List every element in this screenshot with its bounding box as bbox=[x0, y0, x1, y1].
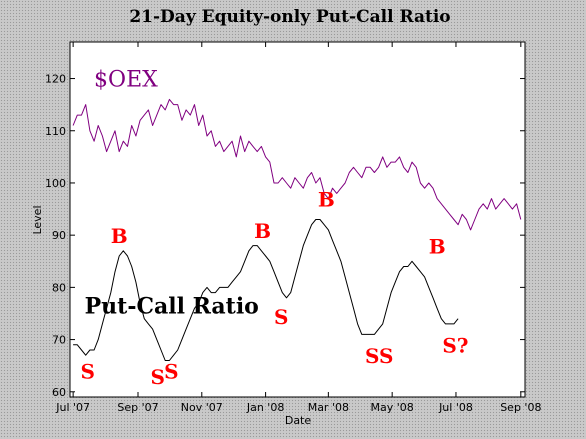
series-name-label: $OEX bbox=[94, 67, 158, 92]
axes-group: 60 70 80 90 100 110 120 Jul '07 Sep '07 Nov '07 Ja… bbox=[45, 42, 541, 414]
x-tick-label: Mar '08 bbox=[308, 401, 349, 414]
chart-title: 21-Day Equity-only Put-Call Ratio bbox=[129, 7, 450, 27]
signal-label: S bbox=[164, 360, 178, 384]
x-tick-label: Jul '07 bbox=[55, 401, 90, 414]
signal-label: B bbox=[254, 219, 271, 243]
x-tick-label: Sep '08 bbox=[500, 401, 541, 414]
x-tick-label: Jan '08 bbox=[246, 401, 284, 414]
series-layer bbox=[72, 98, 522, 361]
y-tick-label: 80 bbox=[52, 281, 66, 294]
signal-label: B bbox=[429, 234, 446, 258]
y-tick-label: 110 bbox=[45, 125, 66, 138]
signal-label: S bbox=[274, 305, 288, 329]
signal-label: B bbox=[111, 224, 128, 248]
signal-label: S? bbox=[442, 334, 468, 358]
x-tick-label: Jul '08 bbox=[438, 401, 473, 414]
series-line-put-call-ratio bbox=[73, 219, 459, 361]
series-name-label: Put-Call Ratio bbox=[85, 293, 259, 319]
x-tick-label: Nov '07 bbox=[181, 401, 223, 414]
plot-area bbox=[69, 41, 526, 398]
x-tick-label: Sep '07 bbox=[117, 401, 158, 414]
signal-label: S bbox=[151, 365, 165, 389]
y-axis-label: Level bbox=[31, 205, 44, 234]
y-tick-label: 90 bbox=[52, 229, 66, 242]
signal-label: S bbox=[80, 360, 94, 384]
y-tick-label: 70 bbox=[52, 334, 66, 347]
x-tick-label: May '08 bbox=[371, 401, 414, 414]
y-tick-label: 60 bbox=[52, 386, 66, 399]
signal-label: B bbox=[318, 187, 335, 211]
x-axis-label: Date bbox=[285, 414, 312, 427]
series-line-oex bbox=[72, 98, 522, 231]
y-tick-label: 100 bbox=[45, 177, 66, 190]
signal-label: SS bbox=[365, 344, 393, 368]
y-tick-label: 120 bbox=[45, 73, 66, 86]
